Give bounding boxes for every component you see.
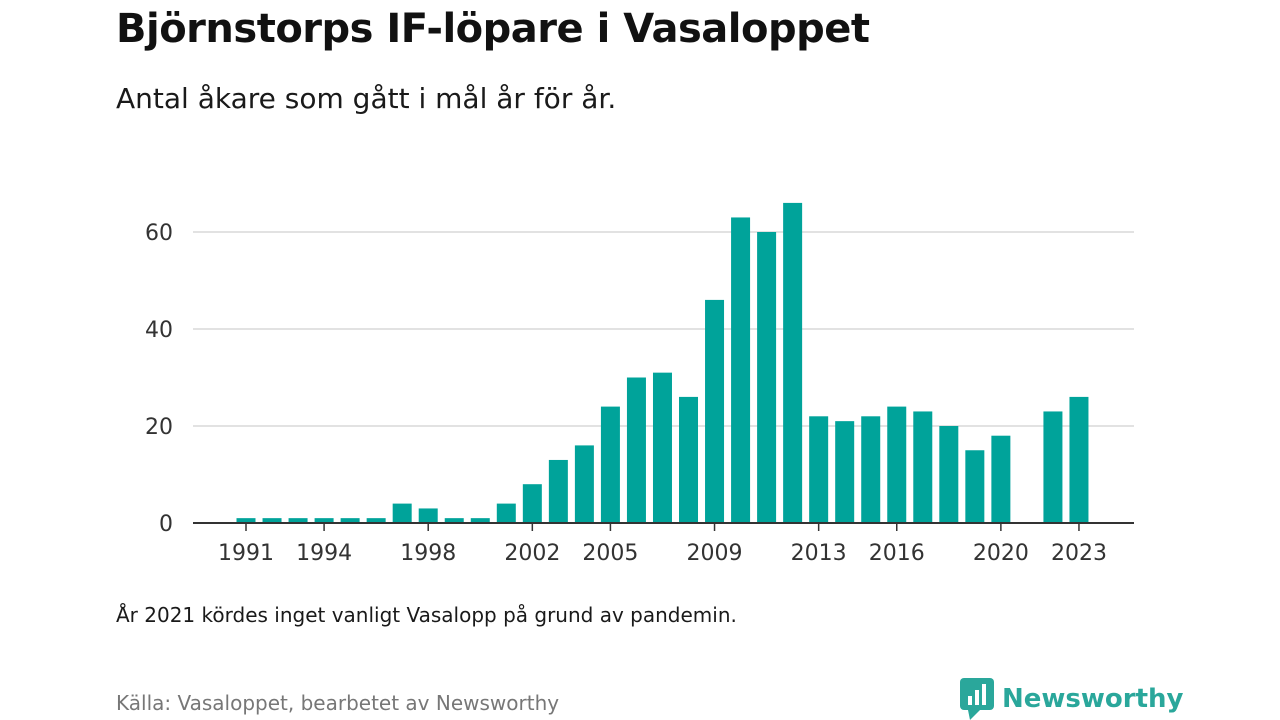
bar-2001[interactable] [496, 503, 516, 523]
bar-1994[interactable] [314, 518, 334, 523]
bar-chart-speech-bubble-icon [960, 678, 994, 720]
bar-2019[interactable] [965, 450, 985, 523]
bar-2022[interactable] [1043, 411, 1063, 523]
bar-2010[interactable] [731, 217, 751, 523]
chart-subtitle: Antal åkare som gått i mål år för år. [116, 82, 617, 115]
brand-logo[interactable]: Newsworthy [960, 678, 1183, 720]
x-tick-label: 2002 [504, 541, 560, 566]
x-tick-label: 2020 [973, 541, 1029, 566]
bar-chart: 0 20 40 60 1991 1994 1998 2002 2005 2009 2013 2016 2… [145, 202, 1134, 566]
bar-2006[interactable] [626, 377, 646, 524]
x-tick-label: 2005 [582, 541, 638, 566]
bar-1997[interactable] [392, 503, 412, 523]
bar-2018[interactable] [939, 426, 959, 523]
bar-2008[interactable] [679, 396, 699, 523]
bar-2015[interactable] [861, 416, 881, 523]
x-tick-label: 2023 [1051, 541, 1107, 566]
bar-2005[interactable] [600, 406, 620, 523]
bar-2009[interactable] [705, 299, 725, 523]
footnote: År 2021 kördes inget vanligt Vasalopp på… [116, 603, 737, 627]
bar-1998[interactable] [418, 508, 438, 523]
bar-2017[interactable] [913, 411, 933, 523]
bar-2003[interactable] [548, 459, 568, 523]
x-tick-label: 1994 [296, 541, 352, 566]
bar-2016[interactable] [887, 406, 907, 523]
y-tick-label: 20 [145, 415, 173, 440]
y-tick-label: 0 [159, 512, 173, 537]
y-tick-label: 60 [145, 221, 173, 246]
bar-2012[interactable] [783, 202, 803, 523]
x-tick-label: 1998 [400, 541, 456, 566]
chart-title: Björnstorps IF-löpare i Vasaloppet [116, 6, 870, 52]
bar-2023[interactable] [1069, 396, 1089, 523]
x-tick-label: 2013 [791, 541, 847, 566]
bar-2011[interactable] [757, 232, 777, 523]
y-tick-label: 40 [145, 318, 173, 343]
bar-1993[interactable] [288, 518, 308, 523]
bar-1995[interactable] [340, 518, 360, 523]
bar-1996[interactable] [366, 518, 386, 523]
bar-1999[interactable] [444, 518, 464, 523]
bar-2020[interactable] [991, 435, 1011, 523]
x-tick-label: 1991 [218, 541, 274, 566]
bar-2007[interactable] [652, 372, 672, 523]
bar-2002[interactable] [522, 484, 542, 523]
bar-2000[interactable] [470, 518, 490, 523]
bar-1991[interactable] [236, 518, 256, 523]
bar-1992[interactable] [262, 518, 282, 523]
brand-name: Newsworthy [1002, 684, 1184, 714]
x-tick-label: 2009 [687, 541, 743, 566]
bar-2004[interactable] [574, 445, 594, 523]
x-tick-label: 2016 [869, 541, 925, 566]
bar-2013[interactable] [809, 416, 829, 523]
source-text: Källa: Vasaloppet, bearbetet av Newswort… [116, 691, 560, 715]
bar-2014[interactable] [835, 421, 855, 523]
